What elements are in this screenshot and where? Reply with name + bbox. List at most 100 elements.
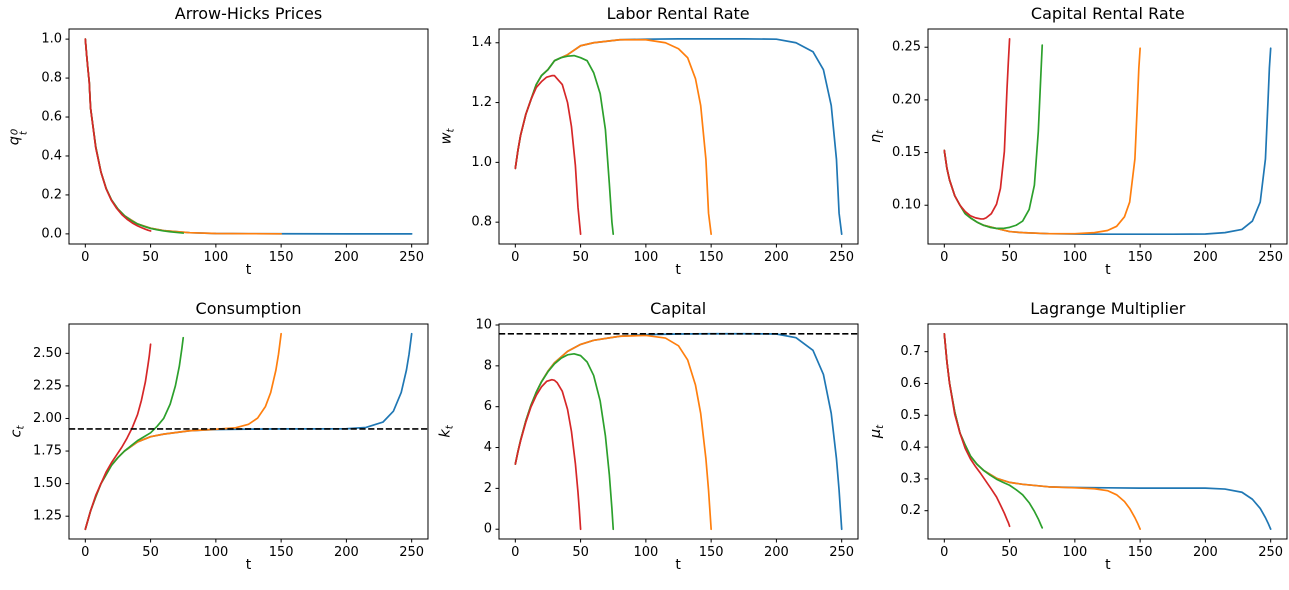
series-T=250 <box>514 332 843 531</box>
y-tick-label: 4 <box>483 440 491 455</box>
x-tick-label: 250 <box>829 250 854 265</box>
y-tick-label: 0.6 <box>901 376 922 391</box>
math-symbol: k <box>438 429 455 438</box>
x-tick-label: 150 <box>698 250 723 265</box>
x-tick-label: 100 <box>203 250 228 265</box>
x-tick-label: 0 <box>941 250 949 265</box>
math-symbol: μ <box>867 428 884 439</box>
series-T=250 <box>84 332 413 531</box>
y-tick-label: 8 <box>483 358 491 373</box>
series-T=50 <box>943 333 1011 528</box>
y-tick-label: 2.00 <box>33 411 62 426</box>
x-axis-label: t <box>245 262 252 278</box>
panel-title: Capital <box>650 299 707 318</box>
y-tick-label: 2 <box>483 481 491 496</box>
x-tick-label: 150 <box>269 545 294 560</box>
math-subscript: t <box>445 425 457 430</box>
y-axis-label: ct <box>0 324 32 539</box>
x-tick-label: 50 <box>142 545 159 560</box>
panel-title: Labor Rental Rate <box>606 4 750 23</box>
x-axis-label: t <box>675 262 681 278</box>
math-symbol: η <box>867 133 884 144</box>
math-symbol: w <box>438 132 455 145</box>
x-tick-label: 200 <box>334 250 359 265</box>
y-tick-label: 2.50 <box>33 346 62 361</box>
x-tick-label: 250 <box>829 545 854 560</box>
axes-spines <box>927 28 1288 245</box>
y-tick-label: 1.50 <box>33 476 62 491</box>
axes-spines <box>68 323 429 540</box>
x-tick-label: 0 <box>81 545 89 560</box>
y-tick-label: 1.0 <box>41 32 62 47</box>
math-subscript: t <box>874 424 886 429</box>
x-tick-label: 200 <box>334 545 359 560</box>
x-axis-label: t <box>675 557 681 573</box>
x-tick-label: 0 <box>81 250 89 265</box>
series-T=150 <box>514 38 712 235</box>
y-tick-label: 10 <box>475 318 492 333</box>
x-tick-label: 200 <box>764 545 789 560</box>
y-tick-label: 0.2 <box>41 187 62 202</box>
labor-rental-rate-plot: 0 50 100 150 200 250 0.8 1.0 1.2 1.4 <box>471 28 859 265</box>
y-tick-label: 0.0 <box>41 226 62 241</box>
x-tick-label: 0 <box>511 545 519 560</box>
y-tick-label: 1.4 <box>471 35 492 50</box>
x-tick-label: 0 <box>941 545 949 560</box>
panel-capital: 0 50 100 150 200 250 0 2 4 6 8 10 Capital kt t <box>430 295 860 590</box>
series-T=250 <box>514 38 843 235</box>
x-tick-label: 100 <box>633 250 658 265</box>
y-axis-label: ηt <box>859 29 891 244</box>
x-tick-label: 200 <box>1193 250 1218 265</box>
math-subscript: t <box>445 128 457 133</box>
y-tick-label: 0.8 <box>41 71 62 86</box>
consumption-plot: 0 50 100 150 200 250 1.25 1.50 1.75 2.00 2.25 2.50 <box>33 323 429 560</box>
y-tick-label: 0.2 <box>901 503 922 518</box>
x-tick-label: 200 <box>1193 545 1218 560</box>
series-T=150 <box>84 332 282 531</box>
y-tick-label: 0.6 <box>41 110 62 125</box>
y-tick-label: 0.5 <box>901 408 922 423</box>
x-tick-label: 150 <box>1128 545 1153 560</box>
x-axis-label: t <box>1105 262 1111 278</box>
axes-spines <box>498 28 859 245</box>
panel-consumption: 0 50 100 150 200 250 1.25 1.50 1.75 2.00 2.25 2.50 … <box>0 295 430 590</box>
y-axis-label: kt <box>430 324 462 539</box>
series-T=250 <box>943 47 1272 236</box>
y-tick-label: 0.4 <box>901 440 922 455</box>
math-subscript: t <box>874 129 886 134</box>
y-tick-label: 0.3 <box>901 471 922 486</box>
series-T=250 <box>943 333 1272 530</box>
x-tick-label: 50 <box>1002 250 1019 265</box>
panel-title: Lagrange Multiplier <box>1030 299 1186 318</box>
y-tick-label: 1.75 <box>33 444 62 459</box>
series-T=50 <box>943 37 1011 220</box>
capital-plot: 0 50 100 150 200 250 0 2 4 6 8 10 <box>475 318 859 560</box>
y-tick-label: 0 <box>483 522 491 537</box>
y-tick-label: 0.25 <box>892 40 921 55</box>
y-tick-label: 1.2 <box>471 95 492 110</box>
series-T=150 <box>943 47 1142 235</box>
y-axis-label: μt <box>859 324 891 539</box>
axes-spines <box>68 28 429 245</box>
x-tick-label: 150 <box>1128 250 1153 265</box>
y-tick-label: 0.10 <box>892 198 921 213</box>
arrow-hicks-prices-plot: 0 50 100 150 200 250 0.0 0.2 0.4 0.6 0.8 1.0 <box>41 28 429 265</box>
x-axis-label: t <box>1105 557 1111 573</box>
math-symbol: c <box>8 429 25 438</box>
x-tick-label: 200 <box>764 250 789 265</box>
y-tick-label: 1.25 <box>33 509 62 524</box>
series-T=75 <box>514 352 614 531</box>
series-T=50 <box>84 38 152 232</box>
y-tick-label: 0.20 <box>892 92 921 107</box>
series-T=150 <box>514 334 712 531</box>
panel-title: Arrow-Hicks Prices <box>174 4 323 23</box>
series-T=250 <box>84 38 413 235</box>
x-tick-label: 50 <box>572 545 589 560</box>
x-tick-label: 50 <box>572 250 589 265</box>
panel-lagrange-multiplier: 0 50 100 150 200 250 0.2 0.3 0.4 0.5 0.6 0.7 Lagran… <box>859 295 1289 590</box>
x-tick-label: 100 <box>633 545 658 560</box>
axes-spines <box>927 323 1288 540</box>
panel-labor-rental-rate: 0 50 100 150 200 250 0.8 1.0 1.2 1.4 Labor Rental… <box>430 0 860 295</box>
